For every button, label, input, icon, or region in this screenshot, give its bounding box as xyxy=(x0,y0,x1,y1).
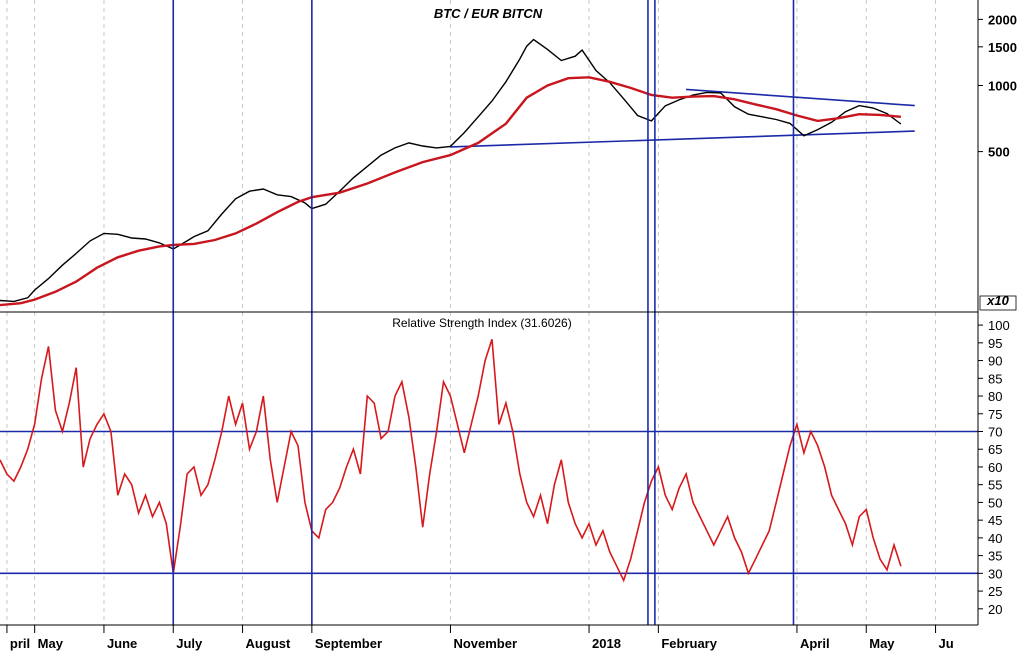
rsi-tick-label: 90 xyxy=(988,354,1002,369)
month-label: April xyxy=(800,636,830,651)
month-label: August xyxy=(246,636,291,651)
rsi-tick-label: 40 xyxy=(988,531,1002,546)
price-tick-label: 500 xyxy=(988,145,1010,160)
trendline xyxy=(450,130,915,148)
rsi-tick-label: 50 xyxy=(988,495,1002,510)
moving-average-line xyxy=(0,76,902,307)
rsi-chart-title: Relative Strength Index (31.6026) xyxy=(392,316,571,330)
rsi-tick-label: 35 xyxy=(988,549,1002,564)
multiplier-box xyxy=(979,295,1017,311)
rsi-tick-label: 65 xyxy=(988,442,1002,457)
frame xyxy=(0,0,979,626)
rsi-tick-label: 20 xyxy=(988,602,1002,617)
rsi-tick-label: 75 xyxy=(988,407,1002,422)
month-label: November xyxy=(453,636,517,651)
price-series-line xyxy=(0,38,902,303)
price-panel: BTC / EUR BITCN 2000 1500 1000 500 x10 xyxy=(0,6,1017,311)
month-label: 2018 xyxy=(592,636,621,651)
rsi-tick-label: 85 xyxy=(988,371,1002,386)
rsi-tick-label: 60 xyxy=(988,460,1002,475)
month-label: May xyxy=(869,636,895,651)
month-label: pril xyxy=(10,636,30,651)
rsi-tick-label: 45 xyxy=(988,513,1002,528)
month-label: June xyxy=(107,636,137,651)
price-multiplier-label: x10 xyxy=(986,293,1009,308)
rsi-tick-label: 70 xyxy=(988,424,1002,439)
month-label: May xyxy=(38,636,64,651)
rsi-panel: Relative Strength Index (31.6026) 100 95 9… xyxy=(0,316,1010,617)
rsi-tick-label: 100 xyxy=(988,318,1010,333)
rsi-tick-label: 55 xyxy=(988,478,1002,493)
rsi-tick-label: 25 xyxy=(988,584,1002,599)
trendline xyxy=(686,88,915,107)
trendlines xyxy=(450,88,915,148)
price-tick-label: 1000 xyxy=(988,78,1017,93)
price-tick-label: 1500 xyxy=(988,40,1017,55)
rsi-reference-lines xyxy=(0,430,978,575)
rsi-tick-label: 80 xyxy=(988,389,1002,404)
price-chart-title: BTC / EUR BITCN xyxy=(434,6,543,21)
month-label: February xyxy=(661,636,717,651)
rsi-tick-label: 30 xyxy=(988,566,1002,581)
month-label: September xyxy=(315,636,382,651)
month-label: Ju xyxy=(939,636,954,651)
price-tick-label: 2000 xyxy=(988,12,1017,27)
rsi-axis-ticks: 100 95 90 85 80 75 70 65 60 55 50 45 40 35 30 25 20 xyxy=(978,318,1010,617)
rsi-series-line xyxy=(0,339,902,583)
price-axis-ticks: 2000 1500 1000 500 xyxy=(978,12,1017,160)
month-label: July xyxy=(176,636,203,651)
month-labels: pril May June July August September November 20… xyxy=(6,625,954,651)
rsi-tick-label: 95 xyxy=(988,336,1002,351)
